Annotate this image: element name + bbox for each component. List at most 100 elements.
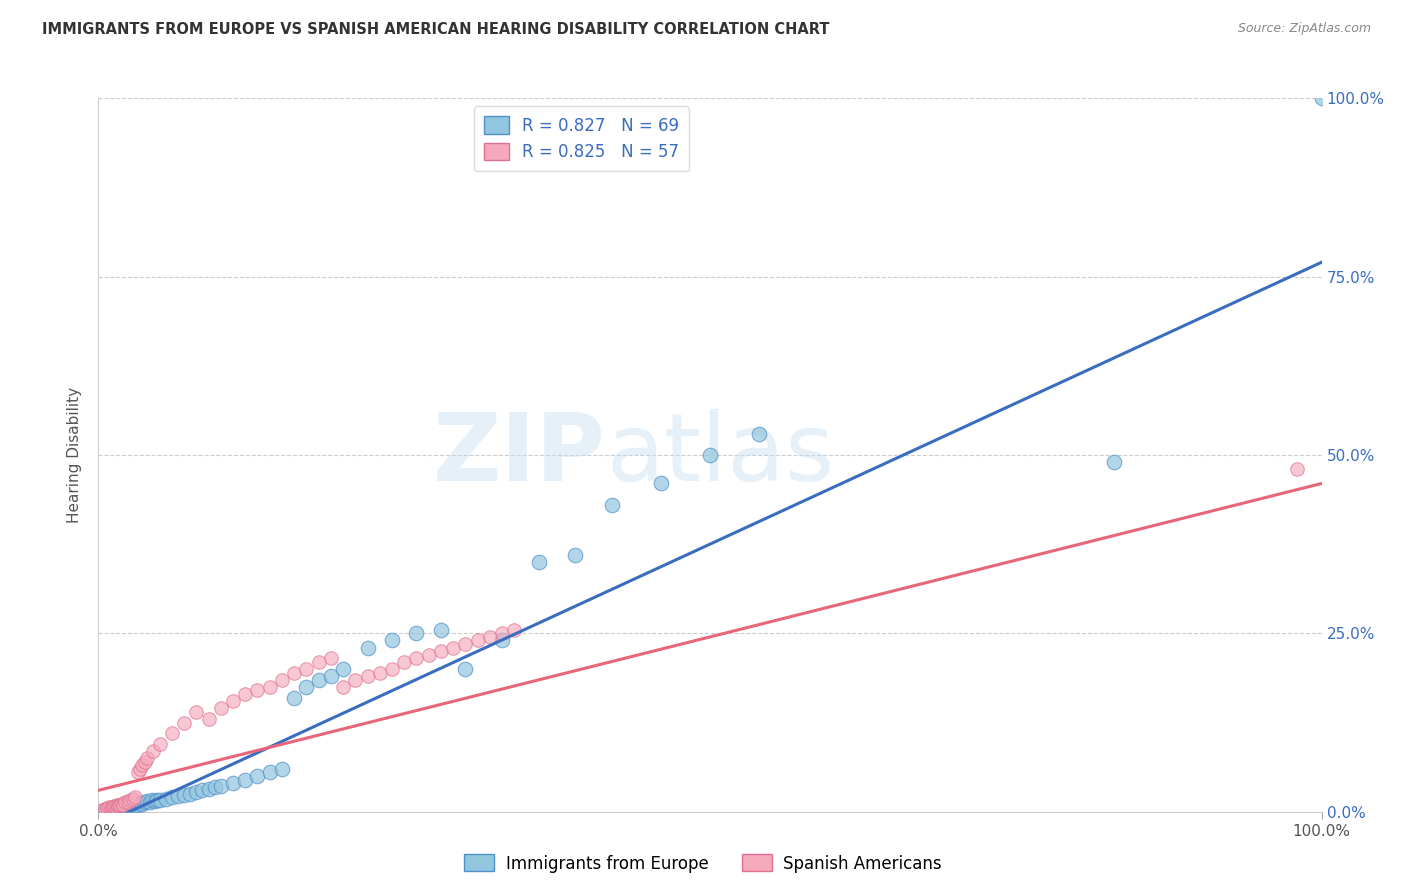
Point: [392, 655, 416, 669]
Point: [332, 662, 354, 676]
Point: [478, 630, 501, 644]
Text: Source: ZipAtlas.com: Source: ZipAtlas.com: [1237, 22, 1371, 36]
Point: [105, 800, 128, 814]
Point: [108, 800, 131, 814]
Point: [222, 694, 245, 708]
Point: [430, 644, 453, 658]
Point: [96, 801, 118, 815]
Point: [131, 758, 153, 772]
Point: [270, 673, 294, 687]
Point: [136, 751, 159, 765]
Point: [1310, 91, 1333, 105]
Point: [527, 555, 550, 569]
Point: [491, 633, 513, 648]
Point: [120, 799, 142, 814]
Point: [129, 796, 152, 810]
Point: [405, 626, 427, 640]
Point: [246, 769, 269, 783]
Point: [100, 803, 122, 817]
Point: [204, 780, 226, 795]
Point: [104, 801, 127, 815]
Point: [98, 800, 121, 814]
Point: [131, 797, 153, 811]
Point: [173, 715, 195, 730]
Point: [143, 794, 166, 808]
Point: [405, 651, 427, 665]
Point: [93, 802, 115, 816]
Point: [209, 701, 232, 715]
Point: [173, 788, 195, 802]
Point: [112, 801, 135, 815]
Point: [270, 762, 294, 776]
Point: [121, 799, 143, 814]
Point: [101, 801, 124, 815]
Point: [129, 762, 152, 776]
Y-axis label: Hearing Disability: Hearing Disability: [67, 387, 83, 523]
Point: [356, 669, 378, 683]
Point: [308, 655, 330, 669]
Point: [111, 800, 134, 814]
Point: [295, 662, 318, 676]
Point: [295, 680, 318, 694]
Point: [107, 802, 129, 816]
Point: [111, 799, 134, 814]
Point: [114, 799, 136, 814]
Point: [122, 798, 145, 813]
Point: [600, 498, 623, 512]
Point: [454, 637, 477, 651]
Point: [454, 662, 477, 676]
Point: [134, 755, 156, 769]
Point: [103, 803, 125, 817]
Point: [117, 799, 139, 814]
Point: [124, 790, 146, 805]
Point: [191, 783, 214, 797]
Point: [283, 665, 305, 680]
Point: [283, 690, 305, 705]
Point: [699, 448, 721, 462]
Point: [430, 623, 453, 637]
Legend: R = 0.827   N = 69, R = 0.825   N = 57: R = 0.827 N = 69, R = 0.825 N = 57: [474, 106, 689, 171]
Point: [91, 803, 114, 817]
Point: [160, 726, 183, 740]
Point: [564, 548, 586, 562]
Point: [308, 673, 330, 687]
Point: [160, 790, 183, 805]
Point: [98, 802, 121, 816]
Point: [120, 800, 142, 814]
Point: [650, 476, 672, 491]
Point: [179, 787, 201, 801]
Point: [441, 640, 464, 655]
Point: [141, 793, 163, 807]
Point: [356, 640, 378, 655]
Point: [107, 799, 129, 814]
Point: [503, 623, 526, 637]
Point: [136, 794, 159, 808]
Point: [103, 799, 125, 814]
Point: [259, 765, 281, 780]
Point: [332, 680, 354, 694]
Point: [233, 772, 256, 787]
Point: [467, 633, 489, 648]
Point: [101, 800, 124, 814]
Point: [344, 673, 367, 687]
Point: [111, 797, 134, 811]
Point: [149, 737, 172, 751]
Point: [134, 796, 156, 810]
Point: [491, 626, 513, 640]
Point: [186, 705, 208, 719]
Point: [96, 803, 118, 817]
Legend: Immigrants from Europe, Spanish Americans: Immigrants from Europe, Spanish American…: [457, 847, 949, 880]
Point: [222, 776, 245, 790]
Text: IMMIGRANTS FROM EUROPE VS SPANISH AMERICAN HEARING DISABILITY CORRELATION CHART: IMMIGRANTS FROM EUROPE VS SPANISH AMERIC…: [42, 22, 830, 37]
Point: [108, 797, 131, 812]
Point: [381, 662, 404, 676]
Point: [167, 789, 190, 803]
Point: [149, 793, 172, 807]
Point: [381, 633, 404, 648]
Point: [127, 765, 149, 780]
Point: [97, 803, 120, 817]
Text: ZIP: ZIP: [433, 409, 606, 501]
Text: atlas: atlas: [606, 409, 834, 501]
Point: [111, 797, 134, 812]
Point: [120, 793, 142, 807]
